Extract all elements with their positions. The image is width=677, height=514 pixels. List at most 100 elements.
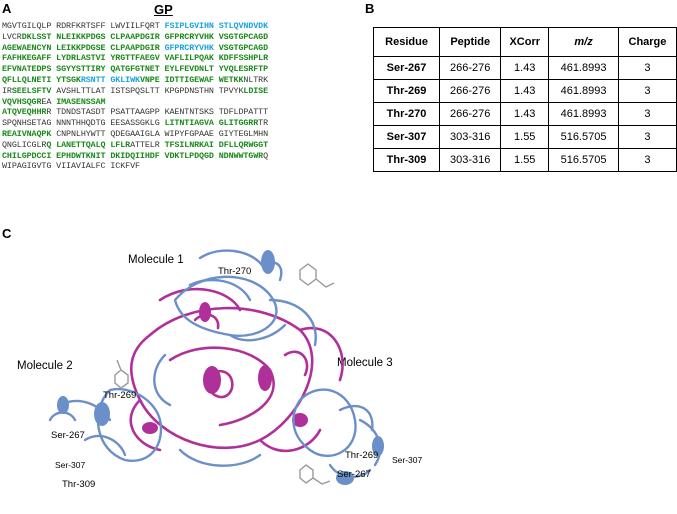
sequence-segment: WIPAGIGVTG VIIAVIALFC ICKFVF — [2, 161, 140, 172]
sequence-segment: SPQNHSETAG NNNTHHQDTG EESASSGKLG — [2, 118, 165, 129]
table-cell: 266-276 — [439, 102, 502, 126]
trimer-structure-image — [48, 249, 384, 485]
sequence-segment: R TDNDSTASDT PSATTAAGPP KAENTNTSKS TDFLD… — [46, 107, 269, 118]
table-cell: 266-276 — [439, 79, 502, 103]
sequence-segment: NLTRK — [243, 74, 269, 85]
sequence-segment: TR — [258, 118, 269, 129]
table-cell: 3 — [617, 125, 677, 149]
table-cell: 461.8993 — [548, 56, 619, 80]
sequence-line: SPQNHSETAG NNNTHHQDTG EESASSGKLG LITNTIA… — [2, 118, 268, 129]
sequence-line: QNGLICGLRQ LANETTQALQ LFLRATTELR TFSILNR… — [2, 140, 268, 151]
header-residue: Residue — [372, 27, 441, 57]
sequence-segment: ATQVEQHHR — [2, 107, 47, 118]
sequence-segment: MGVTGILQLP RDRFKRTSFF LWVIILFQRT — [2, 21, 165, 31]
table-row: Thr-270 266-276 1.43 461.8993 3 — [372, 102, 677, 126]
table-row: Thr-269 266-276 1.43 461.8993 3 — [372, 79, 677, 103]
table-cell: 3 — [617, 148, 677, 172]
sequence-line: MGVTGILQLP RDRFKRTSFF LWVIILFQRT FSIPLGV… — [2, 21, 268, 32]
site-label-ser-307-mol2: Ser-307 — [55, 460, 86, 470]
table-cell: 1.55 — [500, 148, 550, 172]
site-label-thr-270: Thr-270 — [218, 266, 252, 277]
table-cell: 3 — [617, 56, 677, 80]
table-cell: 266-276 — [439, 56, 502, 80]
table-header-row: Residue Peptide XCorr m/z Charge — [372, 27, 677, 57]
sequence-segment: LDISE — [243, 85, 269, 96]
table-cell: Thr-309 — [372, 148, 441, 172]
molecule-2-label: Molecule 2 — [17, 360, 73, 372]
sequence-segment: AVSHLTTLAT ISTSPQSLTT KPGPDNSTHN TPVYK — [51, 85, 244, 96]
sequence-segment: EFVNATEDPS SGYYSTTIRY QATGFGTNET EYLFEVD… — [2, 64, 268, 75]
table-cell: 303-316 — [439, 148, 502, 172]
molecule-3-label: Molecule 3 — [337, 357, 393, 369]
sequence-segment: EA — [41, 96, 57, 107]
sequence-segment: LVCR — [2, 31, 22, 42]
sequence-line: EFVNATEDPS SGYYSTTIRY QATGFGTNET EYLFEVD… — [2, 64, 268, 75]
table-cell: 516.5705 — [548, 125, 619, 149]
sequence-segment: CHILGPDCCI EPHDWTKNIT DKIDQIIHDF VDKTLPD… — [2, 150, 264, 161]
sequence-line: QFLLQLNETI YTSGKRSNTT GKLIWKVNPE IDTTIGE… — [2, 75, 268, 86]
sequence-line: FAFHKEGAFF LYDRLASTVI YRGTTFAEGV VAFLILP… — [2, 53, 268, 64]
sequence-title: GP — [154, 2, 173, 17]
sequence-segment: Q — [263, 150, 269, 161]
sequence-line: ATQVEQHHRR TDNDSTASDT PSATTAAGPP KAENTNT… — [2, 107, 268, 118]
table-cell: 1.55 — [500, 125, 550, 149]
sequence-line: IRSEELSFTV AVSHLTTLAT ISTSPQSLTT KPGPDNS… — [2, 86, 268, 97]
panel-c-label: C — [2, 226, 12, 241]
site-label-ser-307-mol3: Ser-307 — [392, 455, 423, 465]
sequence-segment: RSNTT GKLIWK — [80, 74, 140, 85]
table-cell: 461.8993 — [548, 79, 619, 103]
table-cell: 3 — [617, 79, 677, 103]
sequence-segment: FAFHKEGAFF LYDRLASTVI YRGTTFAEGV VAFLILP… — [2, 53, 268, 64]
glycosylation-site-table: Residue Peptide XCorr m/z Charge Ser-267… — [372, 27, 677, 172]
table-cell: Ser-307 — [372, 125, 441, 149]
sequence-segment: QNGLICGLR — [2, 139, 47, 150]
header-xcorr: XCorr — [500, 27, 550, 57]
protein-sequence: MGVTGILQLP RDRFKRTSFF LWVIILFQRT FSIPLGV… — [2, 21, 268, 172]
table-row: Ser-307 303-316 1.55 516.5705 3 — [372, 125, 677, 149]
site-label-ser-267-mol3: Ser-267 — [337, 469, 371, 480]
sequence-segment: FSIPLGVIHN STLQVNDVDK — [164, 21, 269, 31]
table-cell: 303-316 — [439, 125, 502, 149]
header-charge: Charge — [617, 27, 677, 57]
sequence-segment: VSGTGPCAGD — [213, 42, 269, 53]
sequence-segment: QFLLQLNETI YTSGK — [2, 74, 81, 85]
sequence-segment: AGEWAENCYN LEIKKPDGSE CLPAAPDGIR — [2, 42, 165, 53]
sequence-segment: VQVHSQGR — [2, 96, 42, 107]
table-row: Ser-267 266-276 1.43 461.8993 3 — [372, 56, 677, 80]
sequence-line: CHILGPDCCI EPHDWTKNIT DKIDQIIHDF VDKTLPD… — [2, 151, 268, 162]
sequence-segment: SEELSFTV — [11, 85, 52, 96]
header-mz: m/z — [548, 27, 619, 57]
panel-a-label: A — [2, 1, 12, 16]
site-label-thr-269-mol2: Thr-269 — [103, 390, 137, 401]
site-label-thr-309-mol2: Thr-309 — [62, 479, 96, 490]
sequence-line: WIPAGIGVTG VIIAVIALFC ICKFVF — [2, 161, 268, 172]
sequence-line: LVCRDKLSST NLEIKKPDGS CLPAAPDGIR GFPRCRY… — [2, 32, 268, 43]
table-row: Thr-309 303-316 1.55 516.5705 3 — [372, 148, 677, 172]
table-cell: Thr-270 — [372, 102, 441, 126]
table-cell: 3 — [617, 102, 677, 126]
sequence-line: AGEWAENCYN LEIKKPDGSE CLPAAPDGIR GFPRCRY… — [2, 43, 268, 54]
table-cell: 461.8993 — [548, 102, 619, 126]
sequence-segment: LITNTIAGVA GLITGGRR — [164, 118, 259, 129]
table-cell: 1.43 — [500, 56, 550, 80]
molecule-1-label: Molecule 1 — [128, 254, 184, 266]
sequence-line: VQVHSQGREA IMASENSSAM — [2, 97, 268, 108]
sequence-segment: IMASENSSAM — [56, 96, 106, 107]
sequence-segment: CNPNLHYWTT QDEGAAIGLA WIPYFGPAAE GIYTEGL… — [51, 128, 269, 139]
sequence-segment: TFSILNRKAI DFLLQRWGGT — [164, 139, 269, 150]
sequence-segment: VNPE IDTTIGEWAF WETKK — [139, 74, 244, 85]
table-cell: 516.5705 — [548, 148, 619, 172]
sequence-segment: ATTELR — [130, 139, 165, 150]
sequence-segment: Q LANETTQALQ LFLR — [46, 139, 131, 150]
table-cell: Thr-269 — [372, 79, 441, 103]
header-peptide: Peptide — [439, 27, 502, 57]
sequence-segment: REAIVNAQPK — [2, 128, 52, 139]
site-label-thr-269-mol3: Thr-269 — [345, 450, 379, 461]
table-cell: Ser-267 — [372, 56, 441, 80]
site-label-ser-267-mol2: Ser-267 — [51, 430, 85, 441]
sequence-segment: DKLSST NLEIKKPDGS CLPAAPDGIR GFPRCRYVHK … — [21, 31, 269, 42]
sequence-segment: GFPRCRYVHK — [164, 42, 214, 53]
sequence-segment: IR — [2, 85, 12, 96]
table-cell: 1.43 — [500, 79, 550, 103]
panel-b-label: B — [365, 1, 375, 16]
